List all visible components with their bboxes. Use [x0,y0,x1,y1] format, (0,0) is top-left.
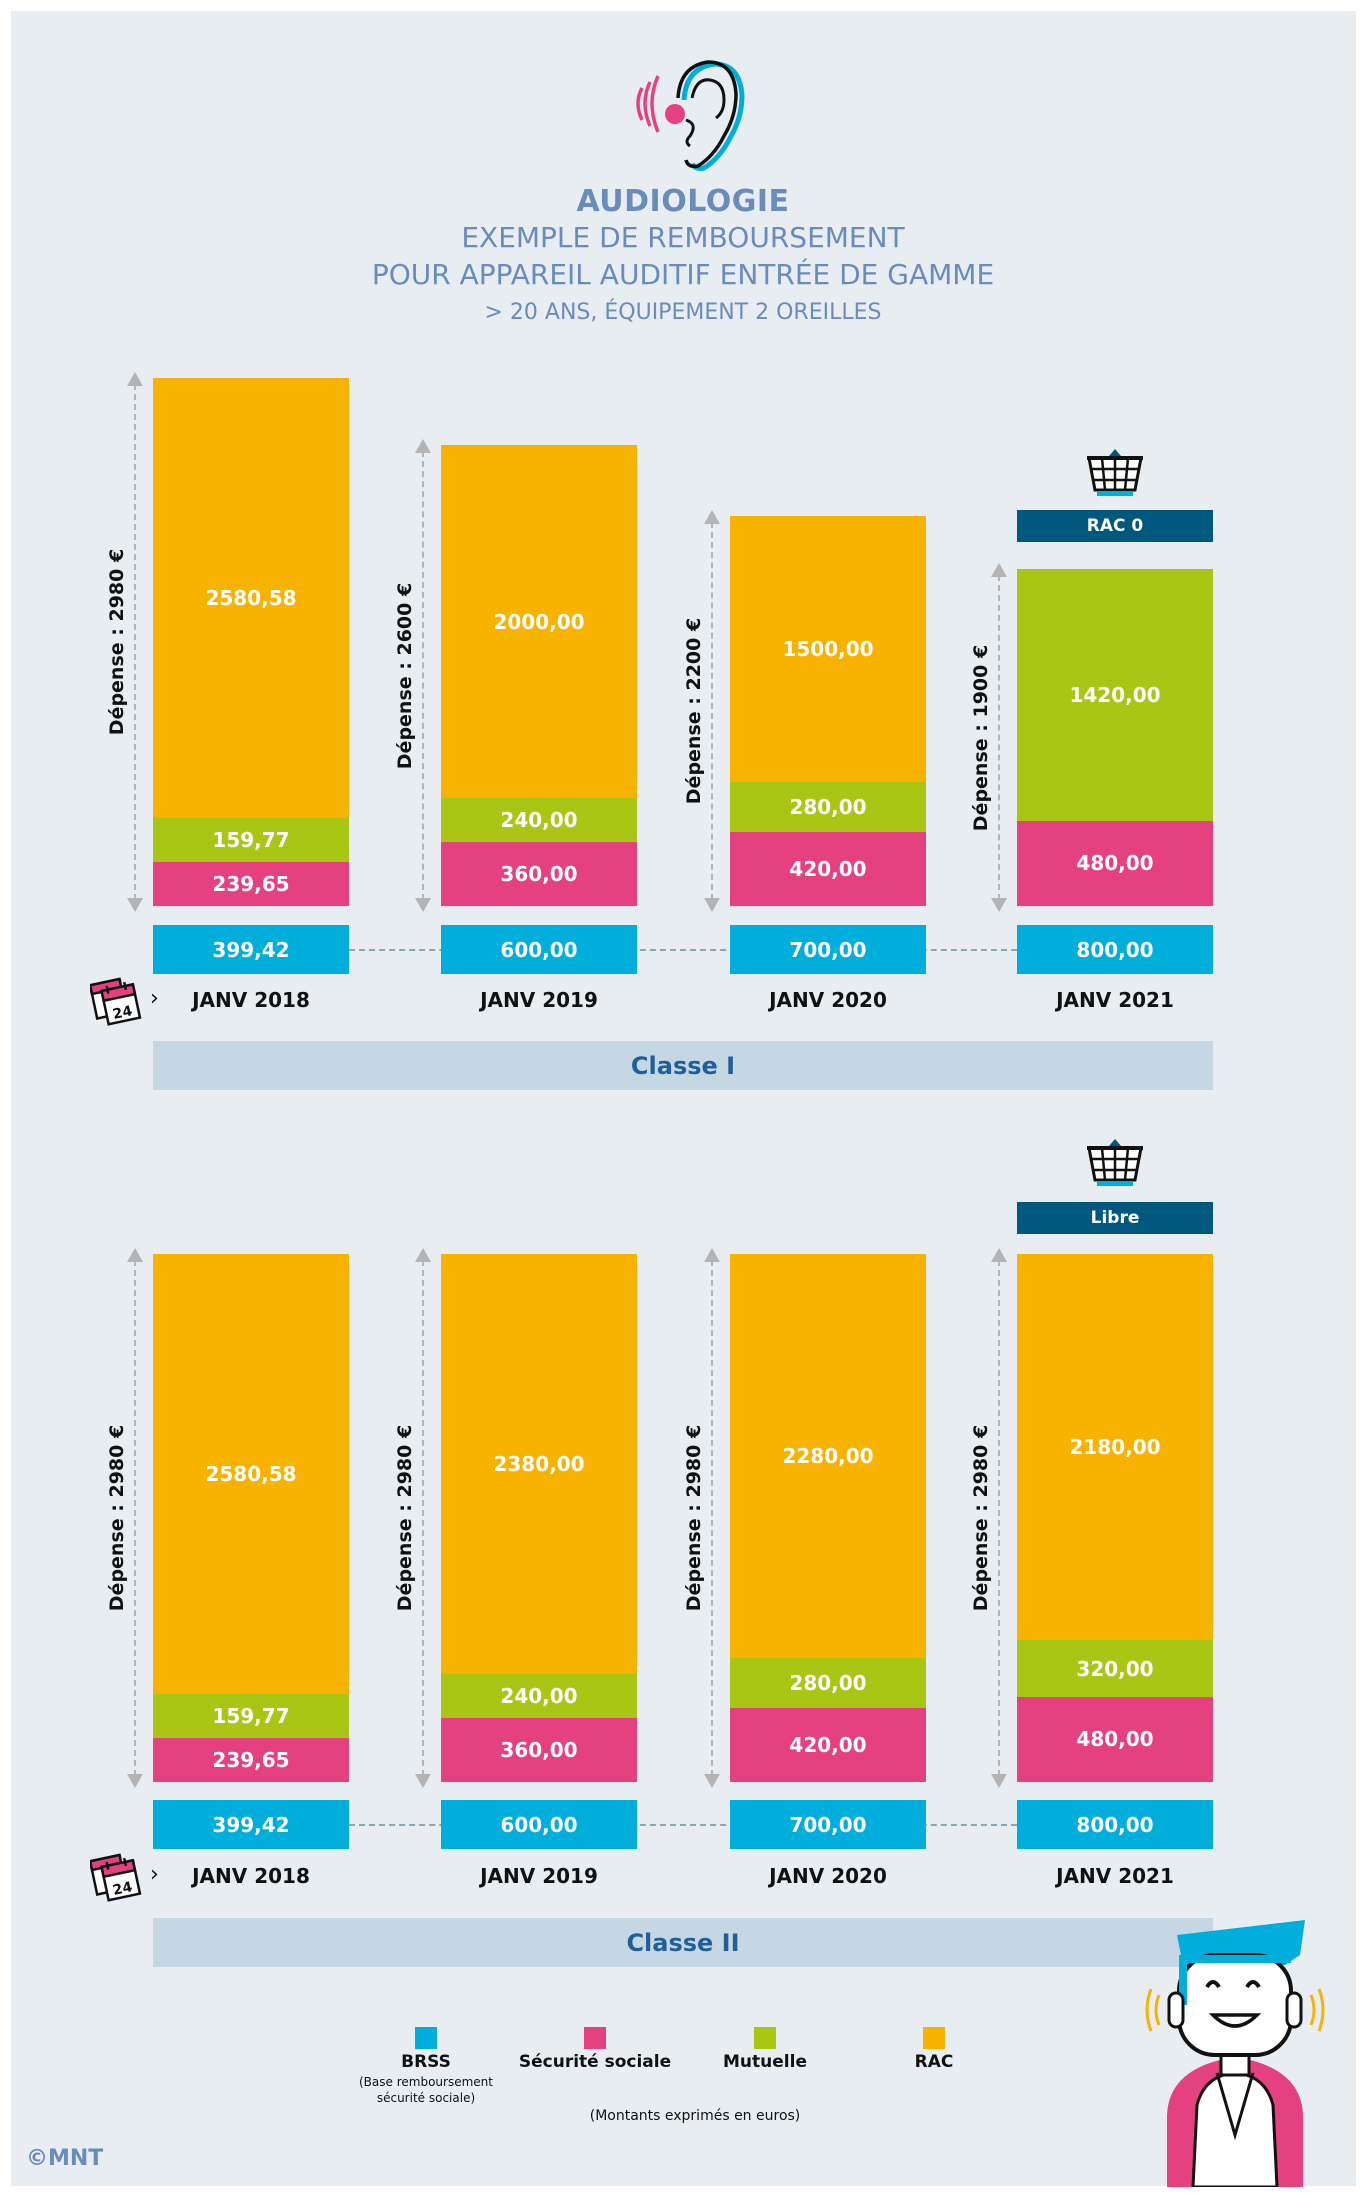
page-title: AUDIOLOGIE [576,184,790,219]
legend-note-line-1: (Base remboursement [359,2075,493,2089]
chevron-right-icon: › [150,986,159,1011]
year-label: JANV 2020 [769,988,887,1012]
legend-label-secu: Sécurité sociale [518,2052,672,2072]
depense-label: Dépense : 2980 € [106,1424,128,1612]
calendar-icon: 24 [88,974,144,1032]
bar-segment-secu: 480,00 [1017,820,1213,906]
basket-tag: RAC 0 [1017,510,1213,542]
legend-swatch-rac [923,2027,945,2049]
depense-label: Dépense : 2980 € [683,1424,705,1612]
year-label: JANV 2021 [1056,988,1174,1012]
stacked-bar: 239,65 159,77 2580,58 [153,378,349,906]
basket-icon [1085,446,1145,514]
year-label: JANV 2018 [192,1864,310,1888]
bar-segment-rac: 2180,00 [1017,1254,1213,1641]
bar-segment-mutuelle: 240,00 [441,798,637,843]
brss-value: 399,42 [153,925,349,974]
bar-segment-mutuelle: 280,00 [730,781,926,832]
subtitle-line-3: > 20 ANS, ÉQUIPEMENT 2 OREILLES [484,300,882,325]
depense-arrow [991,1248,1007,1788]
subtitle-line-1: EXEMPLE DE REMBOURSEMENT [461,221,905,254]
svg-text:24: 24 [111,1879,134,1899]
bar-segment-secu: 420,00 [730,1707,926,1782]
brss-connector-line [349,1824,1017,1826]
depense-label: Dépense : 2980 € [106,548,128,736]
class-band: Classe II [153,1918,1213,1967]
depense-arrow [127,372,143,912]
year-label: JANV 2019 [480,988,598,1012]
brss-connector-line [349,949,1017,951]
bar-segment-secu: 360,00 [441,1718,637,1782]
depense-arrow [127,1248,143,1788]
legend-swatch-mutuelle [754,2027,776,2049]
stacked-bar: 420,00 280,00 1500,00 [730,516,926,906]
bar-segment-mutuelle: 159,77 [153,818,349,862]
depense-arrow [704,510,720,912]
bar-segment-mutuelle: 240,00 [441,1674,637,1719]
brss-value: 800,00 [1017,925,1213,974]
depense-label: Dépense : 2200 € [683,617,705,805]
subtitle-line-2: POUR APPAREIL AUDITIF ENTRÉE DE GAMME [371,258,995,291]
basket-icon [1085,1136,1145,1204]
depense-arrow [415,1248,431,1788]
basket-tag: Libre [1017,1202,1213,1234]
ear-icon [636,60,745,171]
stacked-bar: 360,00 240,00 2000,00 [441,445,637,906]
class-band: Classe I [153,1041,1213,1090]
year-label: JANV 2019 [480,1864,598,1888]
depense-arrow [991,563,1007,912]
depense-arrow [704,1248,720,1788]
stacked-bar: 420,00 280,00 2280,00 [730,1254,926,1782]
legend-swatch-brss [415,2027,437,2049]
brss-value: 600,00 [441,925,637,974]
svg-text:24: 24 [111,1003,134,1023]
brss-value: 700,00 [730,1800,926,1849]
chevron-right-icon: › [150,1862,159,1887]
stacked-bar: 239,65 159,77 2580,58 [153,1254,349,1782]
bar-segment-rac: 2580,58 [153,378,349,818]
bar-segment-rac: 1500,00 [730,516,926,782]
bar-segment-secu: 239,65 [153,1738,349,1782]
legend-label-brss: BRSS [401,2052,451,2072]
calendar-icon: 24 [88,1850,144,1908]
depense-label: Dépense : 2600 € [394,582,416,769]
bar-segment-secu: 360,00 [441,842,637,906]
bar-segment-rac: 2580,58 [153,1254,349,1694]
legend-note-line-2: sécurité sociale) [376,2091,476,2105]
bar-segment-secu: 480,00 [1017,1696,1213,1782]
depense-arrow [415,439,431,912]
legend-label-rac: RAC [914,2052,954,2072]
depense-label: Dépense : 1900 € [970,644,992,831]
year-label: JANV 2020 [769,1864,887,1888]
depense-label: Dépense : 2980 € [970,1424,992,1612]
bar-segment-mutuelle: 1420,00 [1017,569,1213,821]
bar-segment-rac: 2280,00 [730,1254,926,1658]
bar-segment-mutuelle: 320,00 [1017,1640,1213,1697]
depense-label: Dépense : 2980 € [394,1424,416,1612]
brss-value: 600,00 [441,1800,637,1849]
brss-value: 800,00 [1017,1800,1213,1849]
brss-value: 399,42 [153,1800,349,1849]
year-label: JANV 2021 [1056,1864,1174,1888]
bar-segment-secu: 420,00 [730,831,926,906]
year-label: JANV 2018 [192,988,310,1012]
bar-segment-mutuelle: 280,00 [730,1657,926,1708]
stacked-bar: 480,00 1420,00 [1017,569,1213,906]
bar-segment-rac: 2000,00 [441,445,637,799]
legend-label-mutuelle: Mutuelle [723,2052,807,2072]
bar-segment-rac: 2380,00 [441,1254,637,1675]
infographic-panel [11,11,1356,2186]
bar-segment-secu: 239,65 [153,862,349,906]
copyright: ©MNT [26,2146,104,2171]
legend-note-brss: (Base remboursement sécurité sociale) [326,2074,526,2106]
bar-segment-mutuelle: 159,77 [153,1694,349,1738]
person-illustration [1145,1920,1325,2187]
stacked-bar: 360,00 240,00 2380,00 [441,1254,637,1782]
legend-swatch-secu [584,2027,606,2049]
units-note: (Montants exprimés en euros) [589,2108,801,2124]
stacked-bar: 480,00 320,00 2180,00 [1017,1254,1213,1782]
brss-value: 700,00 [730,925,926,974]
